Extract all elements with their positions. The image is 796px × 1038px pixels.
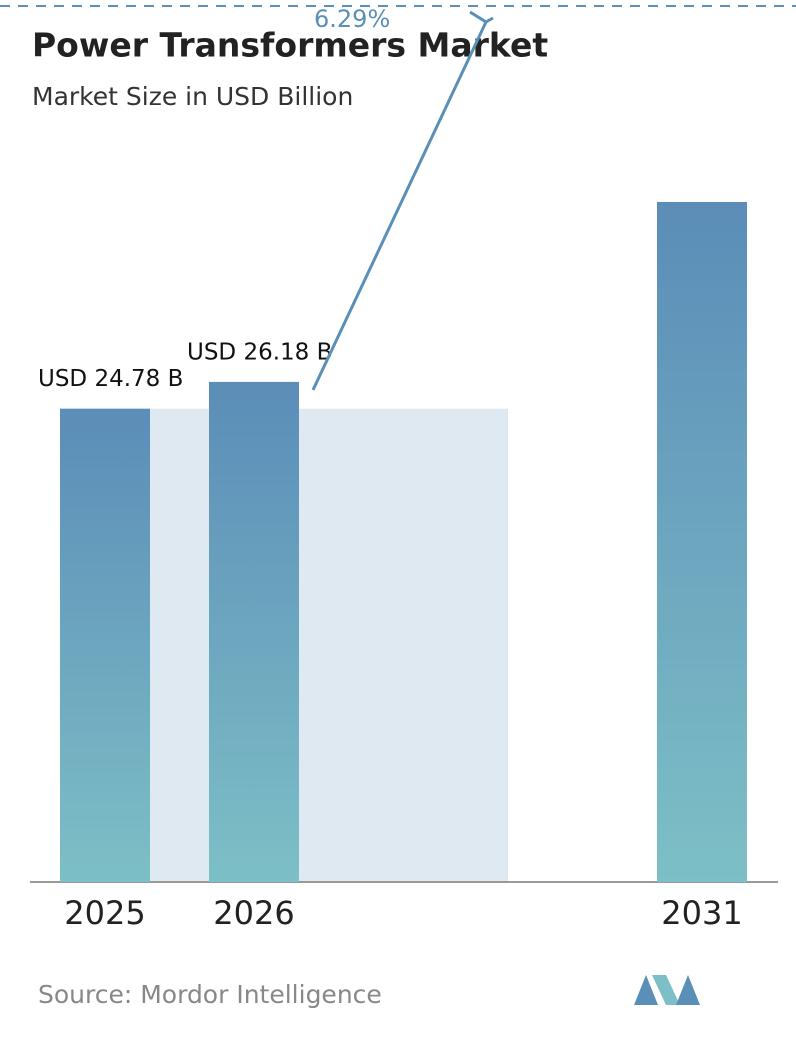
x-tick-label: 2025 [64,894,145,932]
cagr-label: 6.29% [314,5,390,33]
x-tick-label: 2026 [213,894,294,932]
source: Source: Mordor Intelligence [38,980,382,1009]
logo [634,975,700,1005]
bar [657,202,747,882]
value-label: USD 24.78 B [38,366,183,392]
x-tick-label: 2031 [661,894,742,932]
bar [209,381,299,882]
cagr-arrow [311,10,494,391]
chart-subtitle: Market Size in USD Billion [32,82,353,111]
value-label: USD 26.18 B [187,339,332,365]
chart-title: Power Transformers Market [32,26,548,65]
bar [60,408,150,882]
